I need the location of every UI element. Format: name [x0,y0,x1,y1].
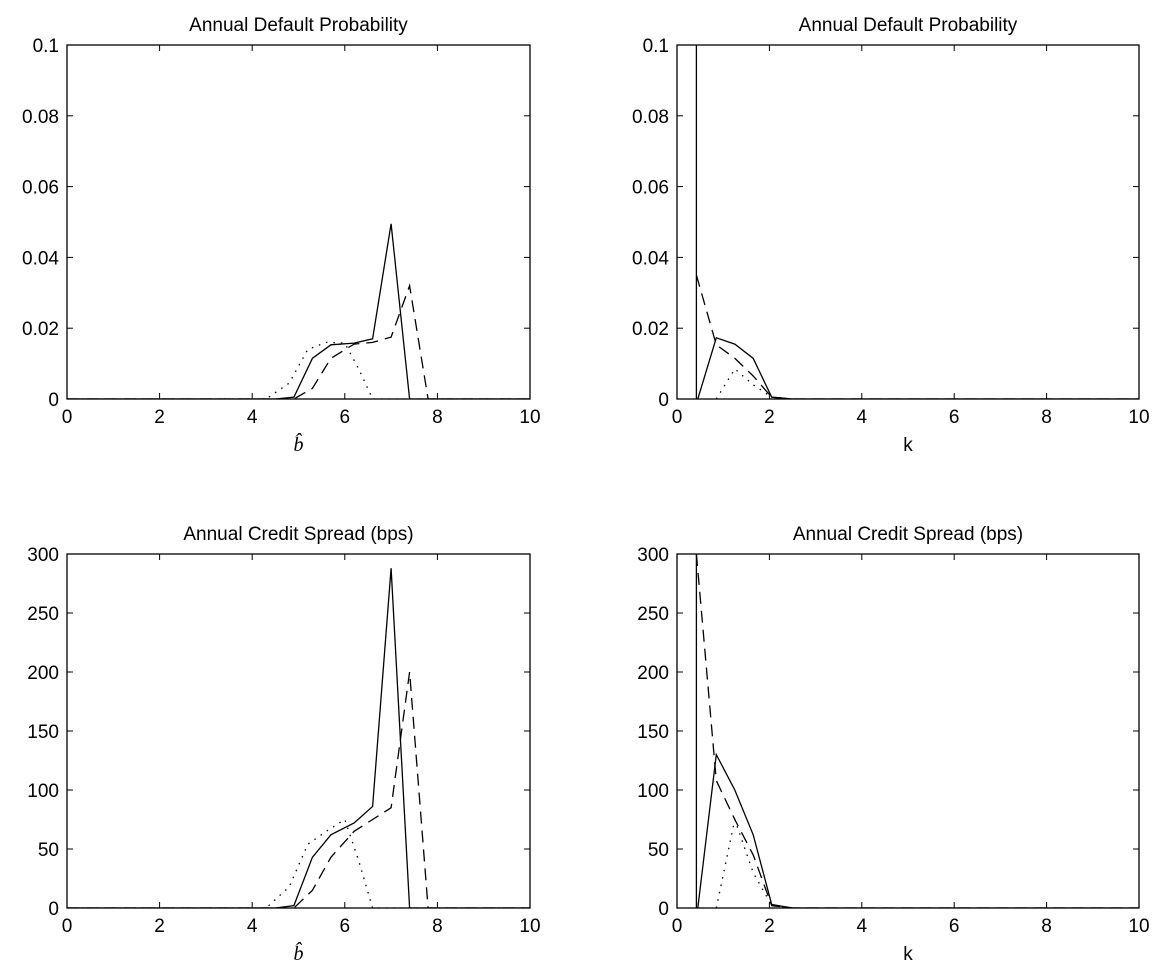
y-tick-label: 0.02 [632,319,669,340]
y-tick-label: 50 [38,840,59,861]
x-tick-label: 0 [62,916,73,937]
x-tick-label: 4 [857,407,868,428]
y-tick-label: 0.1 [643,36,669,57]
y-tick-label: 200 [27,663,59,684]
series-line-dashed [67,283,530,399]
x-tick-label: 8 [432,407,443,428]
x-tick-label: 10 [1128,916,1149,937]
y-tick-label: 250 [27,604,59,625]
y-tick-label: 0.02 [22,319,59,340]
y-tick-label: 0 [658,899,669,920]
x-tick-label: 6 [340,407,351,428]
y-tick-label: 0.04 [632,248,669,269]
x-tick-label: 8 [1041,916,1052,937]
x-tick-label: 4 [857,916,868,937]
y-tick-label: 300 [637,545,669,566]
y-tick-label: 250 [637,604,669,625]
panel-3: Annual Credit Spread (bps)0 2 4 6 8 100501001… [27,524,540,965]
plot-frame [66,44,531,400]
x-tick-label: 10 [1128,407,1149,428]
y-tick-label: 200 [637,663,669,684]
x-tick-label: 4 [247,916,258,937]
x-tick-label: 2 [154,916,165,937]
panel-1: Annual Default Probability 0 2 4 6 8 10 0 0.02 0.… [22,15,541,456]
y-tick-label: 150 [637,722,669,743]
y-tick-label: 100 [637,781,669,802]
x-tick-label: 10 [519,916,540,937]
y-tick-label: 150 [27,722,59,743]
series-line-dotted [67,818,530,908]
chart-title: Annual Default Probability [189,15,408,36]
series-line-solid [695,554,1139,908]
y-tick-label: 0.06 [632,178,669,199]
plot-frame [676,553,1140,909]
x-tick-label: 6 [949,916,960,937]
x-tick-label: 2 [764,916,775,937]
y-tick-label: 0.04 [22,248,59,269]
x-tick-label: 8 [432,916,443,937]
series-line-dotted [715,367,793,399]
chart-title: Annual Credit Spread (bps) [183,524,413,545]
x-tick-label: 0 [672,407,683,428]
x-tick-label: 8 [1041,407,1052,428]
series-line-dotted [715,817,793,908]
x-tick-label: 2 [764,407,775,428]
series-line-solid [67,223,530,399]
y-tick-label: 0.08 [632,107,669,128]
y-tick-label: 100 [27,781,59,802]
y-tick-label: 50 [648,840,669,861]
x-axis-label: k [903,944,913,965]
series-line-solid [695,45,1139,399]
plot-frame [66,553,531,909]
panel-2: Annual Default Probability 0 2 4 6 8 10 0 0.02 0.… [632,15,1150,456]
series-line-dashed [67,671,530,908]
plot-frame [676,44,1140,400]
y-tick-label: 0 [658,390,669,411]
x-tick-label: 6 [340,916,351,937]
y-tick-label: 0.1 [33,36,59,57]
y-tick-label: 300 [27,545,59,566]
x-tick-label: 0 [672,916,683,937]
x-tick-label: 2 [154,407,165,428]
chart-title: Annual Credit Spread (bps) [793,524,1023,545]
series-line-dashed [695,274,1139,399]
y-tick-label: 0.08 [22,107,59,128]
x-tick-label: 6 [949,407,960,428]
chart-title: Annual Default Probability [799,15,1018,36]
panel-4: Annual Credit Spread (bps)0 2 4 6 8 100501001… [637,524,1149,965]
y-tick-label: 0.06 [22,178,59,199]
x-axis-label: b̂ [294,941,304,965]
x-tick-label: 4 [247,407,258,428]
series-line-dotted [67,341,530,399]
y-tick-label: 0 [48,899,59,920]
series-line-solid [67,568,530,908]
x-tick-label: 10 [519,407,540,428]
x-tick-label: 0 [62,407,73,428]
x-axis-label: b̂ [294,432,304,456]
x-axis-label: k [903,435,913,456]
series-line-dashed [695,554,1139,908]
y-tick-label: 0 [48,390,59,411]
